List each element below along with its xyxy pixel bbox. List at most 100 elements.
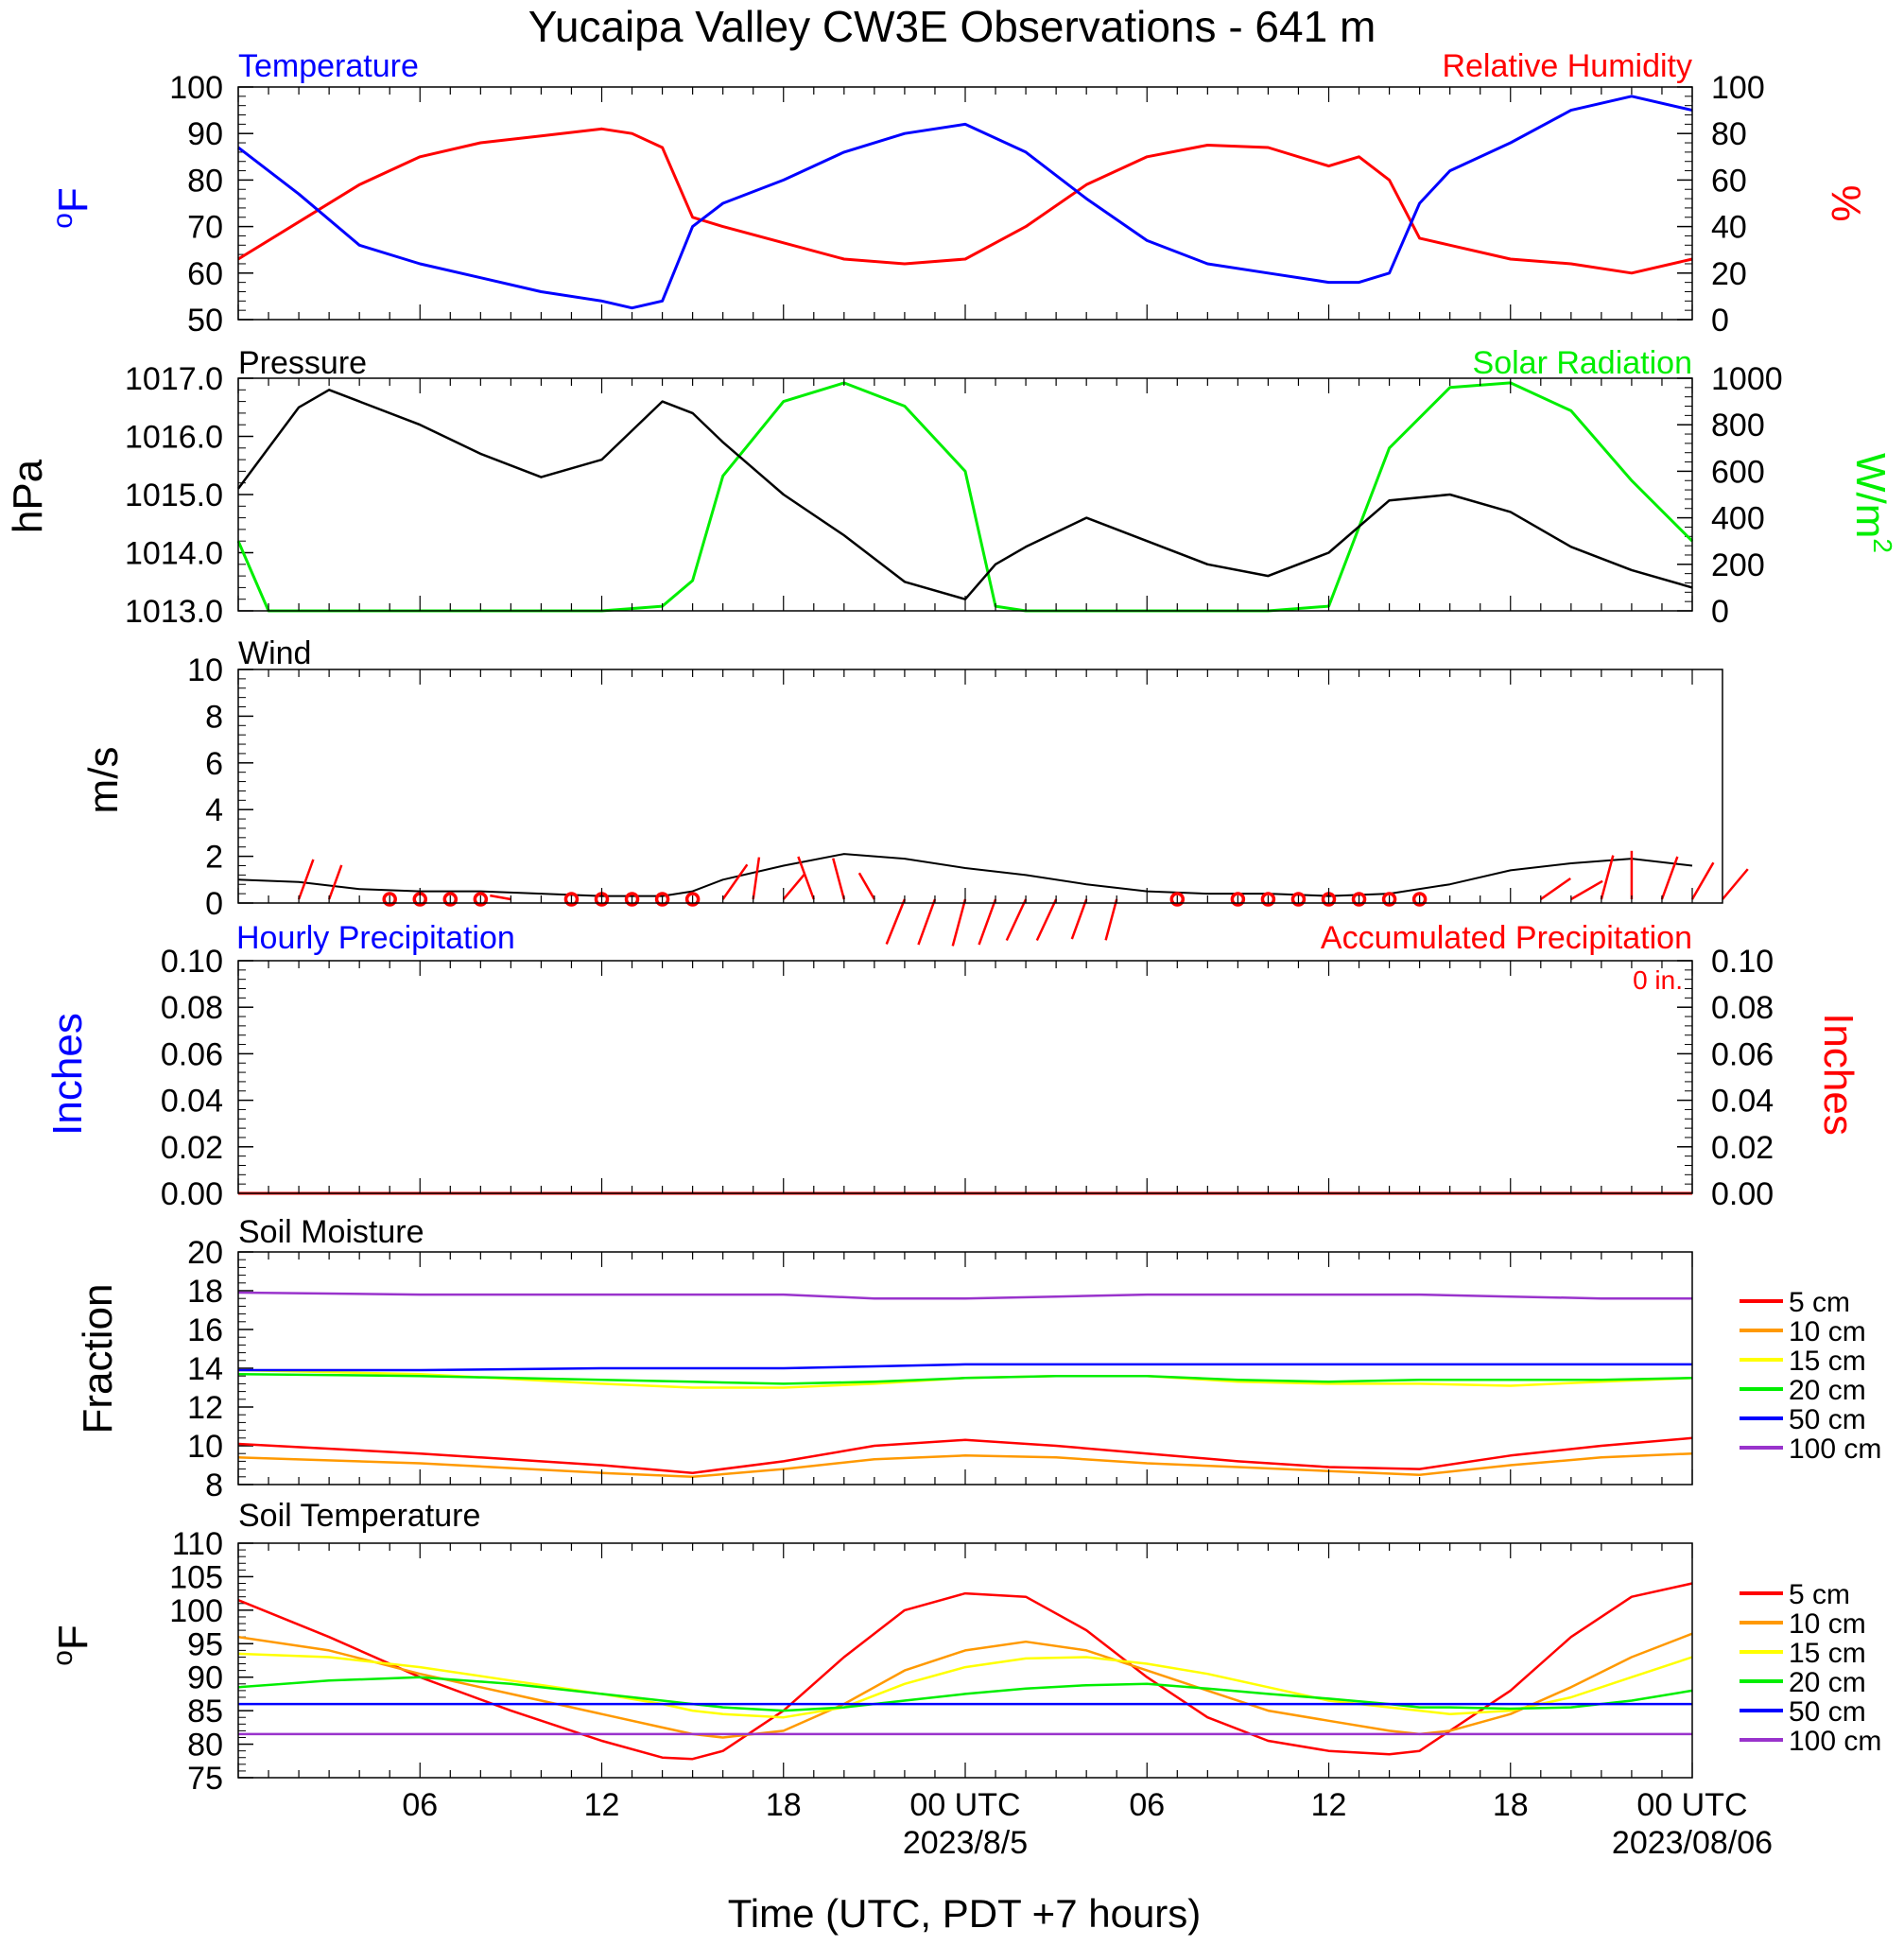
- soil-temp-legend-label: 10 cm: [1789, 1608, 1866, 1640]
- wind-barb: [490, 894, 511, 901]
- panel-temp-rh: Temperature Relative Humidity oF % 100 90…: [47, 48, 1869, 339]
- wind-barb: [1005, 898, 1028, 942]
- svg-text:oF: oF: [47, 1625, 96, 1666]
- soil-moisture-legend-label: 20 cm: [1789, 1375, 1866, 1406]
- wind-barb: [857, 872, 875, 900]
- hourly-precip-tick-label: 0.04: [161, 1084, 223, 1120]
- accum-precip-tick-label: 0.06: [1711, 1036, 1774, 1072]
- soil-temp-legend-label: 50 cm: [1789, 1696, 1866, 1728]
- soil-moisture-line: [237, 1372, 1693, 1385]
- soil-temp-tick-label: 105: [169, 1559, 223, 1595]
- accum-precip-tick-label: 0.08: [1711, 990, 1774, 1026]
- hourly-precip-tick-label: 0.00: [161, 1176, 223, 1212]
- wind-barb: [1600, 855, 1615, 900]
- wind-calm-marker: [1169, 892, 1186, 907]
- soil-temp-degree-symbol: o: [47, 1650, 78, 1666]
- soil-temp-legend-label: 15 cm: [1789, 1638, 1866, 1669]
- panel-wind: Wind m/s 10 8 6 4 2 0: [80, 635, 1749, 947]
- temp-tick-label: 100: [169, 70, 223, 106]
- fahrenheit-letter: F: [50, 187, 96, 213]
- soil-temp-tick-label: 80: [187, 1728, 223, 1764]
- accum-precip-tick-label: 0.10: [1711, 944, 1774, 980]
- soil-moisture-tick-label: 8: [205, 1468, 223, 1503]
- wind-unit-label: m/s: [80, 747, 127, 814]
- wind-tick-label: 0: [205, 886, 223, 922]
- soil-temp-legend-label: 5 cm: [1789, 1579, 1850, 1610]
- humidity-title: Relative Humidity: [1442, 48, 1692, 84]
- date-label: 2023/8/5: [903, 1825, 1028, 1861]
- rh-tick-label: 0: [1711, 303, 1729, 339]
- soil-temp-tick-label: 95: [187, 1626, 223, 1662]
- soil-moisture-tick-label: 18: [187, 1274, 223, 1310]
- rh-tick-label: 80: [1711, 116, 1747, 152]
- wind-barb: [1570, 879, 1603, 901]
- rh-unit-label: %: [1823, 184, 1869, 221]
- pressure-title: Pressure: [238, 345, 367, 381]
- figure-title: Yucaipa Valley CW3E Observations - 641 m: [528, 2, 1376, 51]
- time-tick-label: 00 UTC: [909, 1787, 1020, 1823]
- hourly-precip-unit: Inches: [44, 1013, 91, 1136]
- hourly-precip-tick-label: 0.10: [161, 944, 223, 980]
- temp-tick-label: 50: [187, 303, 223, 339]
- wind-barb: [782, 873, 806, 900]
- wind-plot: [237, 850, 1749, 947]
- accum-precip-unit: Inches: [1815, 1013, 1861, 1136]
- wind-frame: [237, 669, 1723, 904]
- temp-tick-label: 70: [187, 210, 223, 246]
- wind-barb: [752, 857, 761, 900]
- soil-moisture-legend-label: 15 cm: [1789, 1346, 1866, 1377]
- wind-barb: [978, 898, 997, 946]
- pressure-tick-label: 1015.0: [125, 478, 223, 513]
- soil-temp-tick-label: 100: [169, 1593, 223, 1629]
- soil-temp-title: Soil Temperature: [238, 1498, 480, 1534]
- soil-temp-frame: [237, 1542, 1693, 1779]
- accum-precip-tick-label: 0.02: [1711, 1130, 1774, 1166]
- hourly-precip-title: Hourly Precipitation: [236, 920, 515, 956]
- wind-tick-label: 2: [205, 840, 223, 876]
- soil-temp-tick-label: 90: [187, 1660, 223, 1696]
- wind-barb: [1540, 877, 1571, 901]
- temp-rh-frame: [237, 86, 1693, 321]
- temp-axis-ticks: 100 90 80 70 60 50: [169, 70, 253, 339]
- accum-precip-axis-ticks: 0.10 0.08 0.06 0.04 0.02 0.00: [1677, 944, 1774, 1212]
- soil-moisture-line: [238, 1363, 1692, 1372]
- soil-moisture-tick-label: 16: [187, 1312, 223, 1348]
- temperature-title: Temperature: [238, 48, 419, 84]
- solar-unit-base: W/m: [1847, 453, 1894, 538]
- wind-tick-label: 10: [187, 652, 223, 688]
- wind-title: Wind: [238, 635, 311, 671]
- soil-moisture-legend-label: 50 cm: [1789, 1404, 1866, 1435]
- solar-unit-label: W/m2: [1847, 453, 1897, 553]
- soil-moisture-legend-label: 100 cm: [1789, 1433, 1881, 1465]
- solar-tick-label: 400: [1711, 501, 1765, 537]
- pressure-tick-label: 1017.0: [125, 361, 223, 397]
- wind-calm-marker: [442, 892, 459, 907]
- wind-speed-line: [237, 853, 1693, 897]
- wind-calm-marker: [1290, 892, 1307, 907]
- soil-temp-tick-label: 110: [172, 1526, 223, 1562]
- rh-tick-label: 20: [1711, 256, 1747, 292]
- solar-unit-exponent: 2: [1868, 538, 1897, 553]
- wind-barb: [1104, 898, 1118, 941]
- soil-moisture-line: [237, 1451, 1693, 1479]
- soil-moisture-tick-label: 10: [187, 1429, 223, 1465]
- panel-pressure: Pressure Solar Radiation hPa W/m2 1017.0…: [5, 345, 1897, 630]
- precip-frame: [237, 960, 1693, 1194]
- rh-axis-ticks: 100 80 60 40 20 0: [1677, 70, 1765, 339]
- soil-temp-tick-label: 85: [187, 1694, 223, 1729]
- x-axis-label: Time (UTC, PDT +7 hours): [728, 1891, 1202, 1936]
- solar-tick-label: 0: [1711, 594, 1729, 630]
- pressure-tick-label: 1014.0: [125, 536, 223, 572]
- wind-border: [237, 669, 1723, 904]
- temperature-line: [237, 95, 1693, 310]
- pressure-line: [236, 389, 1693, 600]
- solar-title: Solar Radiation: [1473, 345, 1692, 381]
- soil-moisture-title: Soil Moisture: [238, 1214, 424, 1250]
- rh-tick-label: 100: [1711, 70, 1765, 106]
- wind-tick-label: 4: [205, 792, 223, 828]
- wind-barb: [797, 856, 815, 900]
